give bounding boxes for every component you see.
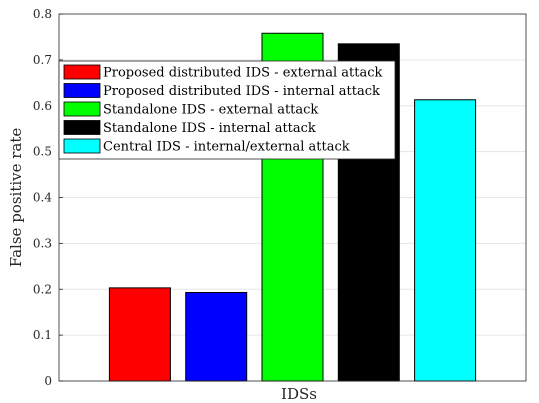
y-tick-label: 0.8	[33, 7, 52, 21]
legend-swatch	[63, 138, 101, 154]
legend-label: Proposed distributed IDS - internal atta…	[103, 84, 380, 99]
y-tick-label: 0.6	[33, 99, 52, 113]
y-tick-label: 0.5	[33, 145, 52, 159]
y-tick-label: 0.7	[33, 53, 52, 67]
y-tick-label: 0.2	[33, 282, 52, 296]
bar-2	[185, 291, 248, 382]
legend: Proposed distributed IDS - external atta…	[58, 60, 396, 160]
legend-box	[58, 60, 396, 160]
y-tick-label: 0	[44, 374, 52, 388]
y-axis-label: False positive rate	[7, 128, 25, 268]
legend-label: Standalone IDS - external attack	[103, 103, 318, 118]
legend-label: Central IDS - internal/external attack	[103, 140, 350, 155]
y-tick-label: 0.1	[33, 328, 52, 342]
y-tick-label: 0.4	[33, 191, 52, 205]
legend-label: Standalone IDS - internal attack	[103, 121, 316, 136]
legend-label: Proposed distributed IDS - external atta…	[103, 66, 382, 81]
legend-swatch	[63, 64, 101, 80]
x-axis-label: IDSs	[281, 385, 317, 403]
bar-1	[108, 287, 171, 382]
y-axis-ticks: 0 0.1 0.2 0.3 0.4 0.5 0.6 0.7 0.8	[33, 7, 63, 388]
y-tick-label: 0.3	[33, 236, 52, 250]
legend-swatch	[63, 120, 101, 135]
legend-swatch	[63, 101, 101, 117]
legend-swatch	[63, 83, 101, 98]
bar-5	[414, 99, 477, 382]
